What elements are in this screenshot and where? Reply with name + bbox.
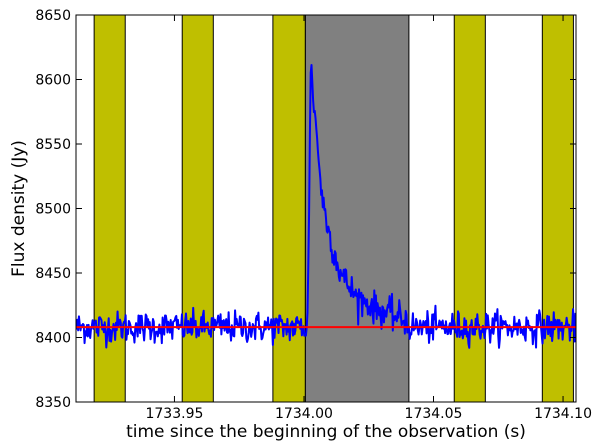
x-tick-label: 1733.95 xyxy=(145,406,203,422)
y-tick-label: 8600 xyxy=(35,73,71,89)
off-pulse-window-1 xyxy=(93,14,126,403)
y-axis-title: Flux density (Jy) xyxy=(9,140,29,277)
y-tick-label: 8650 xyxy=(35,8,71,24)
on-pulse-window xyxy=(304,14,410,403)
x-tick-label: 1734.00 xyxy=(275,406,333,422)
off-pulse-window-2 xyxy=(181,14,214,403)
y-tick-label: 8500 xyxy=(35,202,71,218)
y-tick-label: 8400 xyxy=(35,331,71,347)
y-tick-label: 8450 xyxy=(35,266,71,282)
x-tick-label: 1734.05 xyxy=(405,406,463,422)
series-layer xyxy=(75,63,577,349)
window-bands xyxy=(93,14,574,403)
off-pulse-window-3 xyxy=(272,14,306,403)
y-tick-label: 8550 xyxy=(35,137,71,153)
x-tick-label: 1734.10 xyxy=(534,406,592,422)
off-pulse-window-5 xyxy=(541,14,574,403)
y-tick-label: 8350 xyxy=(35,395,71,411)
x-axis-title: time since the beginning of the observat… xyxy=(126,422,526,441)
axis-ticks: 1733.95 1734.00 1734.05 1734.10 8350 8400 8450… xyxy=(35,8,592,422)
